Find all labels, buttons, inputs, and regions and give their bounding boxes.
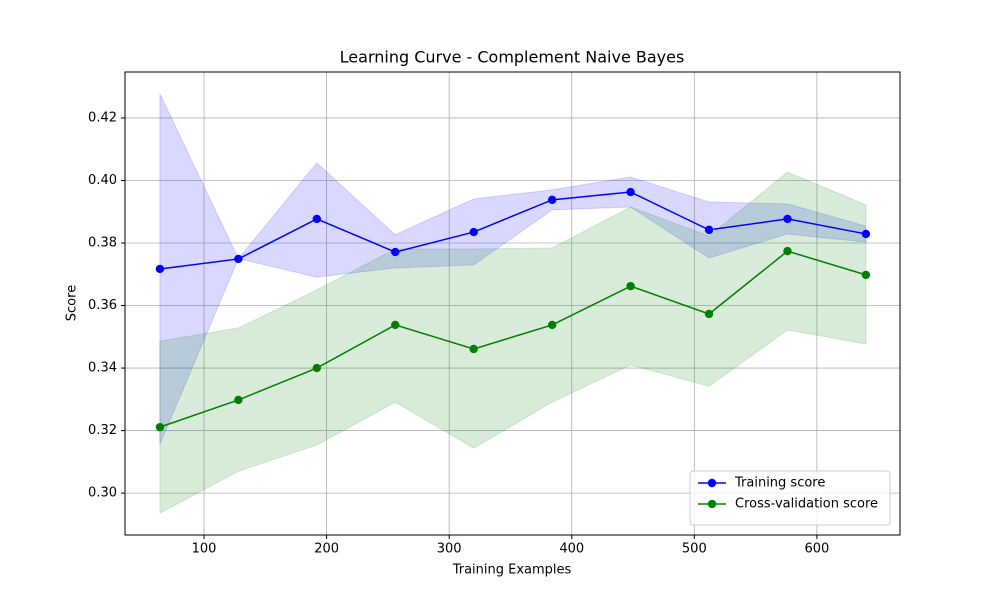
y-tick-label: 0.40: [88, 173, 117, 188]
y-tick-label: 0.38: [88, 236, 117, 251]
legend-marker: [707, 499, 717, 509]
marker: [704, 309, 714, 319]
y-tick-label: 0.34: [88, 361, 117, 376]
x-tick-label: 400: [559, 542, 584, 557]
marker: [155, 422, 165, 432]
y-tick-label: 0.30: [88, 486, 117, 501]
line: [159, 250, 867, 428]
y-tick-label: 0.32: [88, 423, 117, 438]
y-tick-label: 0.42: [88, 110, 117, 125]
x-tick-label: 600: [804, 542, 829, 557]
x-tick-label: 300: [437, 542, 462, 557]
legend-label: Training score: [734, 476, 825, 491]
marker: [155, 264, 165, 274]
x-tick-label: 500: [682, 542, 707, 557]
marker: [234, 254, 243, 264]
legend-box: [689, 470, 891, 526]
legend-label: Cross-validation score: [735, 497, 878, 512]
marker: [312, 363, 322, 373]
marker: [469, 227, 478, 237]
marker: [626, 187, 635, 197]
marker: [704, 225, 714, 235]
marker: [547, 195, 557, 205]
marker: [391, 320, 400, 330]
band: [159, 93, 867, 445]
line: [159, 191, 867, 270]
marker: [626, 281, 635, 291]
chart-title: Learning Curve - Complement Naive Bayes: [340, 48, 685, 67]
marker: [391, 247, 400, 257]
marker: [783, 246, 792, 256]
marker: [783, 214, 792, 224]
plot-frame: [124, 71, 901, 536]
x-tick-label: 100: [192, 542, 217, 557]
marker: [312, 214, 322, 224]
marker: [861, 229, 871, 239]
legend-marker: [707, 478, 717, 488]
marker: [234, 395, 243, 405]
y-axis-label: Score: [65, 285, 80, 321]
marker: [547, 320, 557, 330]
y-tick-label: 0.36: [88, 298, 117, 313]
x-tick-label: 200: [314, 542, 339, 557]
band: [159, 171, 867, 514]
x-axis-label: Training Examples: [452, 563, 572, 578]
marker: [861, 270, 871, 280]
marker: [469, 344, 478, 354]
